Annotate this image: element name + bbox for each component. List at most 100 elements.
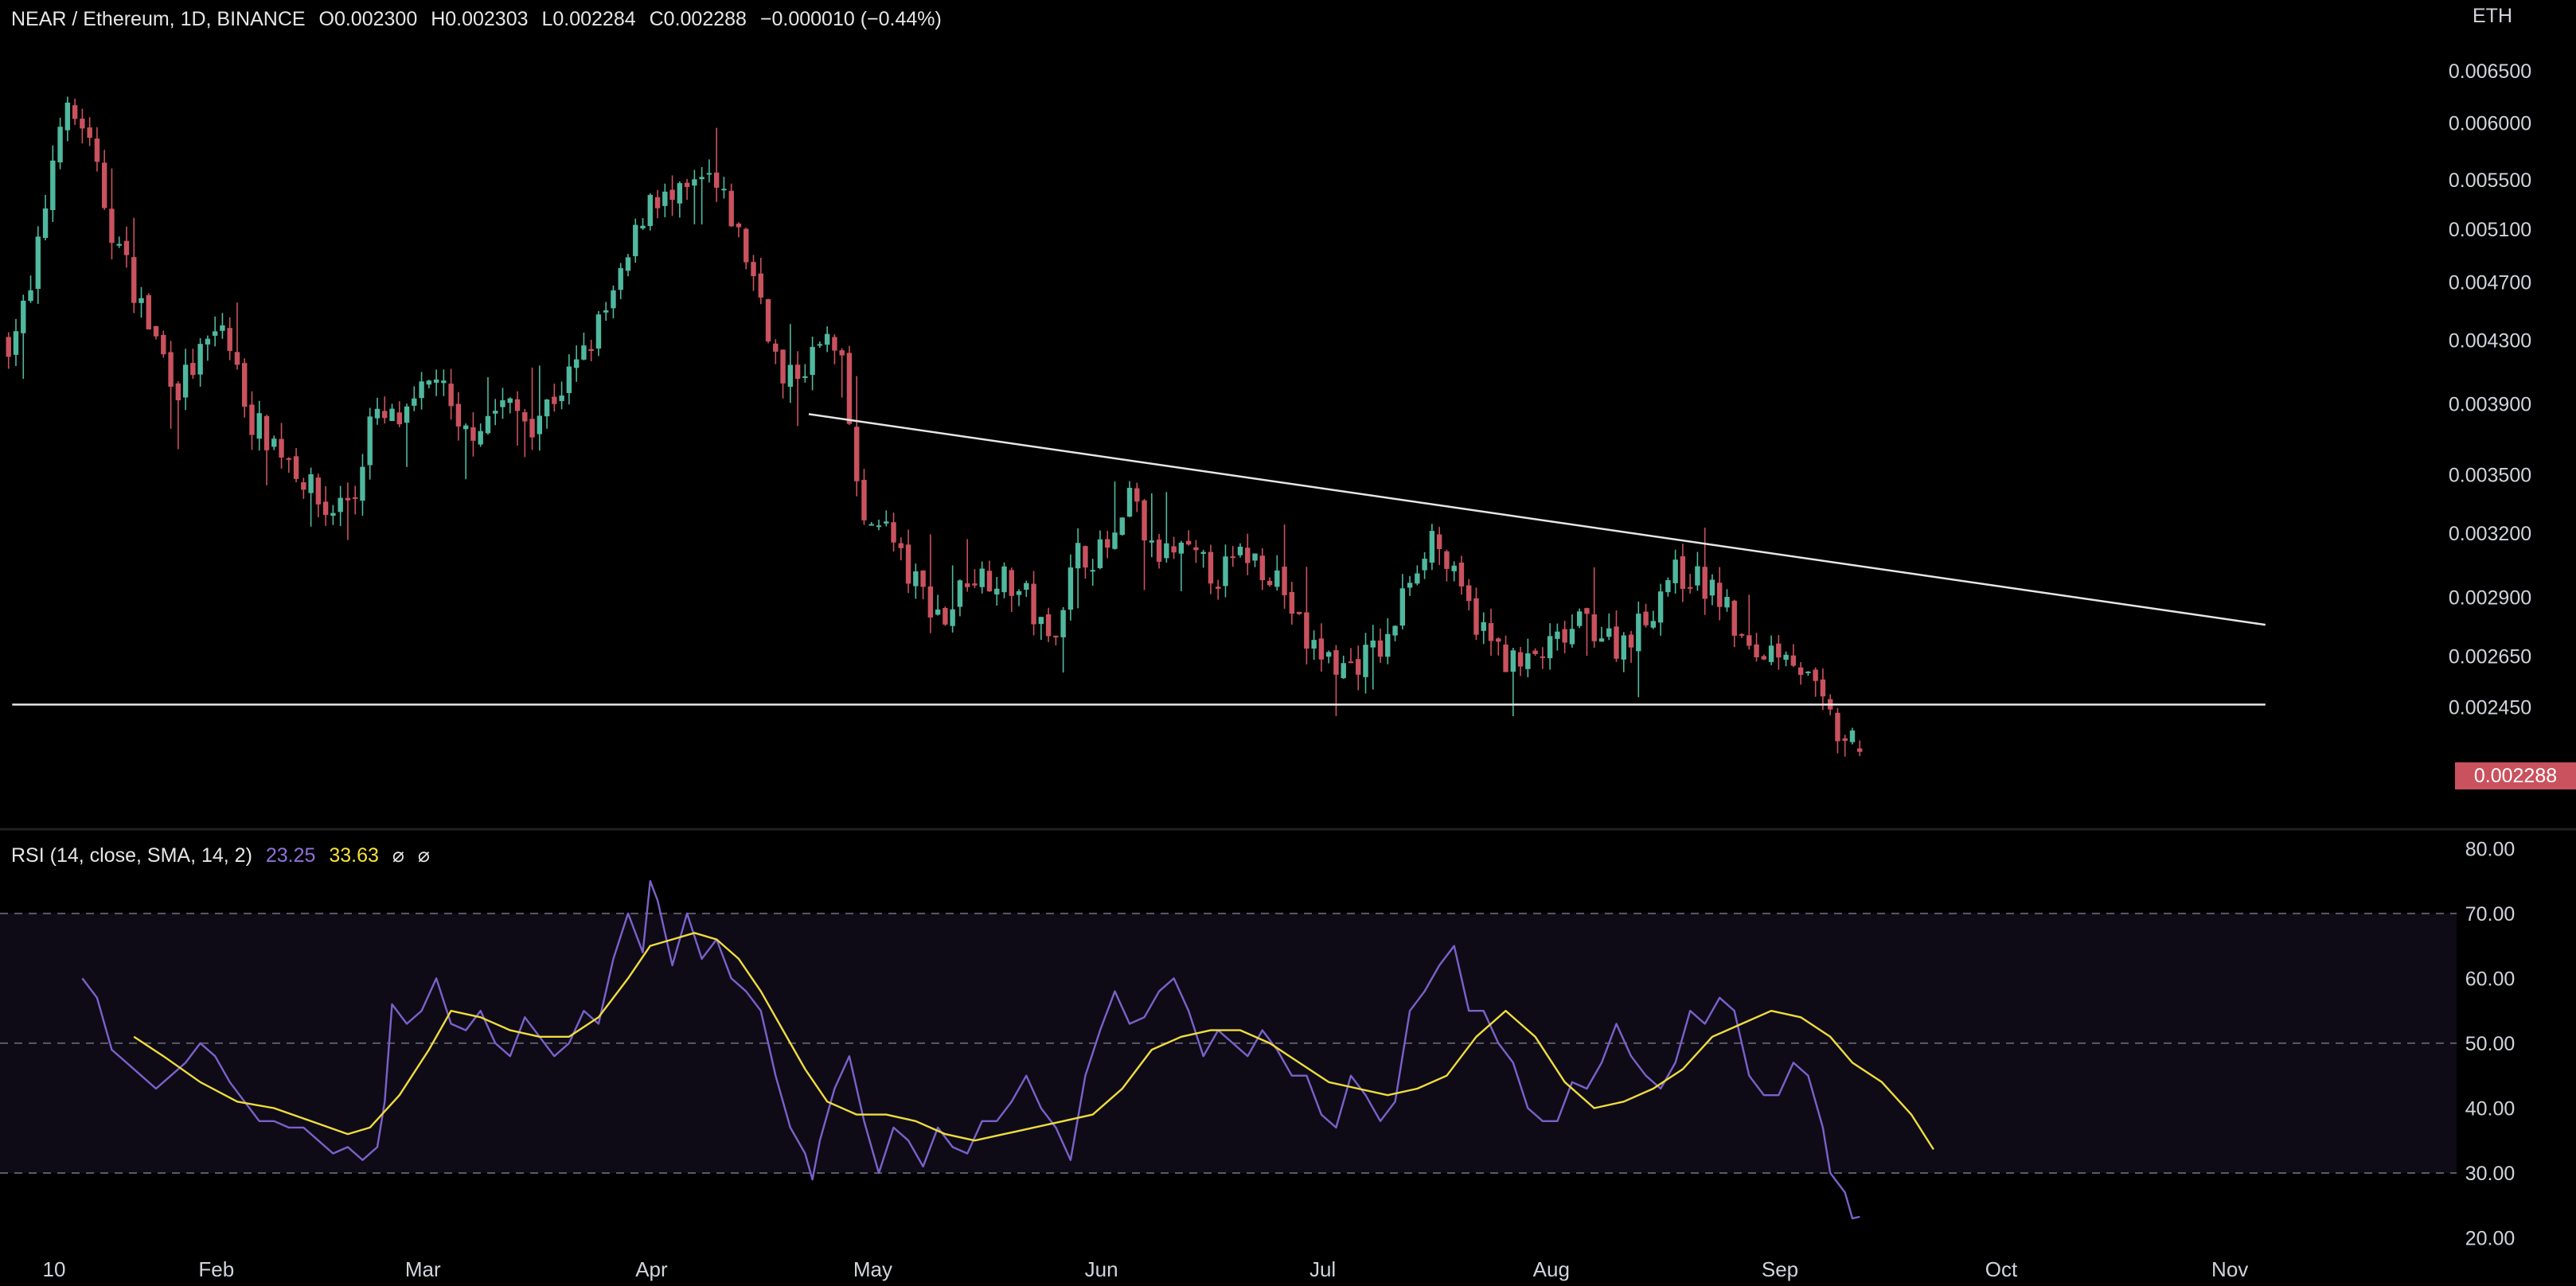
candle-body — [101, 162, 107, 208]
rsi-tick-label: 80.00 — [2465, 838, 2516, 860]
rsi-tick-label: 40.00 — [2465, 1097, 2516, 1120]
candle-body — [1223, 556, 1228, 586]
settings-icon[interactable]: ⌀ — [417, 844, 430, 867]
candle-body — [839, 350, 845, 356]
currency-label: ETH — [2473, 5, 2512, 27]
candle-body — [1267, 580, 1273, 586]
candle-body — [898, 543, 904, 548]
candle-body — [1790, 655, 1797, 666]
candle-body — [1415, 573, 1420, 584]
candle-body — [28, 290, 33, 302]
price-axis[interactable]: 0.006500 0.006000 0.005500 0.005100 0.004700… — [2449, 60, 2531, 719]
rsi-tick-label: 20.00 — [2465, 1228, 2516, 1250]
time-tick-label: Mar — [405, 1257, 441, 1281]
candle-body — [758, 273, 763, 298]
candle-body — [190, 363, 196, 376]
price-tick-label: 0.004700 — [2449, 272, 2531, 294]
candle-body — [1598, 638, 1605, 642]
candle-body — [1060, 610, 1066, 637]
price-pane[interactable] — [6, 96, 2266, 757]
candle-body — [1053, 635, 1059, 637]
candle-body — [957, 580, 963, 607]
candle-body — [1318, 638, 1325, 660]
candle-body — [986, 571, 993, 592]
time-tick-label: Nov — [2211, 1257, 2248, 1281]
candle-body — [677, 183, 683, 204]
candle-body — [1356, 659, 1361, 675]
candle-body — [1112, 532, 1118, 549]
candle-body — [618, 267, 623, 290]
candle-body — [1768, 645, 1774, 662]
candle-body — [662, 191, 668, 206]
candle-body — [1451, 565, 1457, 571]
candle-body — [1842, 738, 1848, 741]
candle-body — [861, 480, 867, 520]
candle-body — [972, 583, 978, 586]
candle-body — [721, 189, 727, 191]
candle-body — [1083, 546, 1088, 568]
candle-body — [470, 427, 476, 441]
candle-body — [1031, 583, 1036, 625]
candle-body — [1754, 644, 1759, 657]
hide-icon[interactable]: ⌀ — [392, 844, 404, 867]
candle-body — [175, 383, 181, 401]
candle-body — [868, 524, 874, 526]
candle-body — [1215, 586, 1221, 589]
candle-body — [765, 298, 771, 342]
candle-body — [109, 208, 115, 244]
candle-body — [588, 349, 594, 352]
time-tick-label: Sep — [1762, 1257, 1798, 1281]
candle-body — [404, 406, 410, 423]
candle-body — [913, 571, 919, 586]
candle-body — [1643, 611, 1649, 625]
candle-body — [884, 521, 889, 524]
candle-body — [905, 544, 911, 584]
rsi-value: 23.25 — [265, 844, 316, 867]
candle-body — [713, 172, 720, 188]
candle-body — [566, 366, 572, 393]
candle-body — [611, 290, 616, 309]
candle-body — [1488, 623, 1494, 641]
candle-body — [1636, 614, 1641, 652]
rsi-tick-label: 30.00 — [2465, 1163, 2516, 1185]
candle-body — [1820, 679, 1826, 697]
candle-body — [581, 345, 587, 360]
candle-body — [1813, 669, 1818, 681]
candle-body — [1458, 563, 1465, 586]
candle-body — [263, 415, 270, 450]
candle-body — [352, 497, 358, 499]
candle-body — [1576, 611, 1583, 626]
candle-body — [1665, 580, 1671, 593]
candle-body — [1237, 546, 1243, 555]
candle-body — [1200, 551, 1206, 554]
time-tick-label: Apr — [635, 1257, 668, 1281]
price-tick-label: 0.002900 — [2449, 586, 2531, 609]
candle-body — [514, 399, 521, 411]
close-value: C0.002288 — [649, 8, 747, 30]
candle-body — [220, 325, 225, 331]
candle-body — [669, 189, 675, 201]
candle-body — [1178, 542, 1185, 554]
candle-body — [1540, 656, 1546, 658]
candle-body — [64, 102, 71, 131]
candle-body — [1805, 671, 1811, 673]
time-axis[interactable]: 10 Feb Mar Apr May Jun Jul Aug Sep Oct Nov — [43, 1257, 2249, 1281]
candle-body — [13, 331, 19, 355]
candle-body — [271, 438, 277, 447]
candle-body — [1001, 566, 1007, 593]
rsi-title: RSI (14, close, SMA, 14, 2) — [11, 844, 252, 867]
candle-body — [57, 127, 63, 163]
rsi-axis[interactable]: 80.00 70.00 60.00 50.00 40.00 30.00 20.00 — [2465, 838, 2516, 1249]
rsi-band — [0, 913, 2457, 1173]
candle-body — [1473, 598, 1479, 635]
candle-body — [1333, 650, 1339, 675]
rsi-sma-line — [133, 932, 1934, 1151]
candle-body — [1399, 588, 1406, 626]
candle-body — [920, 570, 926, 587]
candle-body — [161, 334, 166, 355]
candle-body — [728, 190, 734, 227]
time-tick-label: Jun — [1085, 1257, 1118, 1281]
candle-body — [1709, 579, 1715, 596]
rsi-pane[interactable] — [0, 879, 2457, 1220]
